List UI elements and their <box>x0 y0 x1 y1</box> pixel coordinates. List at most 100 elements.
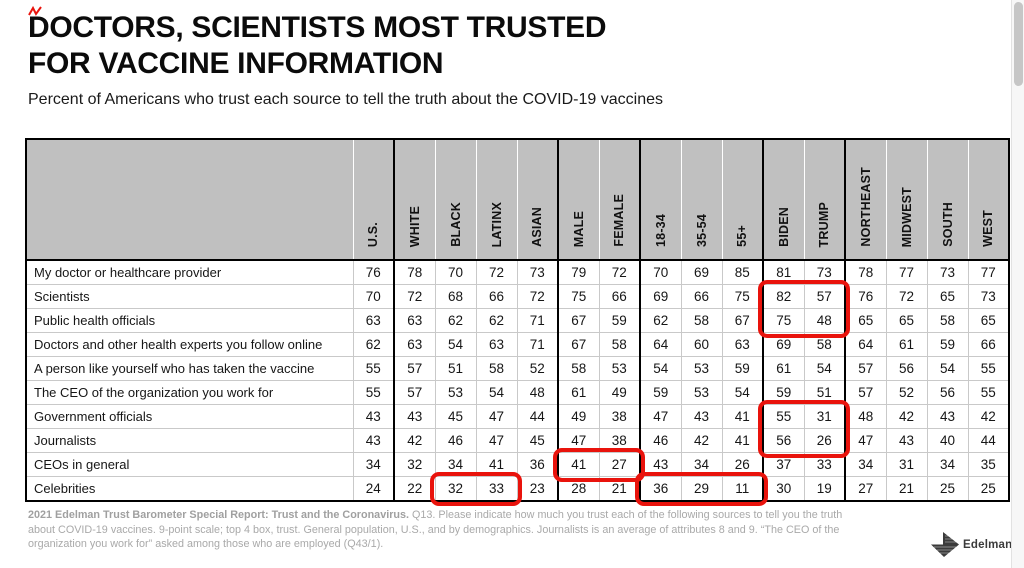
data-cell: 54 <box>926 356 968 381</box>
data-cell: 60 <box>680 332 722 357</box>
column-header-northeast: NORTHEAST <box>844 139 886 261</box>
table-row: My doctor or healthcare provider 76 78 70 72… <box>26 260 1009 285</box>
table-row: Celebrities 24 22 32 33 23 28 21 36 29 11 30 19 27 21 2… <box>26 476 1009 501</box>
data-cell: 53 <box>434 380 476 405</box>
column-header-label: U.S. <box>366 221 381 247</box>
data-cell: 79 <box>557 260 599 285</box>
column-header-label: TRUMP <box>817 201 832 247</box>
data-cell: 43 <box>393 404 435 429</box>
data-cell: 49 <box>557 404 599 429</box>
data-cell: 55 <box>352 380 394 405</box>
data-cell: 55 <box>352 356 394 381</box>
data-cell: 47 <box>844 428 886 453</box>
row-label: A person like yourself who has taken the… <box>26 356 353 381</box>
data-cell: 66 <box>680 284 722 309</box>
table-row: Public health officials 63 63 62 62 71 67 59 62 5… <box>26 308 1009 333</box>
scrollbar-thumb[interactable] <box>1013 2 1023 86</box>
data-cell: 62 <box>475 308 517 333</box>
data-cell: 45 <box>516 428 558 453</box>
data-cell: 48 <box>844 404 886 429</box>
column-header-label: SOUTH <box>940 202 955 247</box>
table-row: Journalists 43 42 46 47 45 47 38 46 42 41 56 26 47 43 4… <box>26 428 1009 453</box>
scrollbar-track[interactable] <box>1011 0 1024 568</box>
data-cell: 54 <box>803 356 845 381</box>
data-cell: 29 <box>680 476 722 501</box>
data-cell: 36 <box>639 476 681 501</box>
trust-table: U.S. WHITE BLACK LATINX ASIAN MALE FEMALE 18-34… <box>25 138 1010 502</box>
data-cell: 11 <box>721 476 763 501</box>
data-cell: 44 <box>967 428 1009 453</box>
column-header-label: WHITE <box>407 205 422 247</box>
data-cell: 75 <box>762 308 804 333</box>
footnote-method-text: Q13. Please indicate how much you trust … <box>28 509 843 551</box>
row-label: The CEO of the organization you work for <box>26 380 353 405</box>
data-cell: 67 <box>721 308 763 333</box>
column-header-35-54: 35-54 <box>680 139 722 261</box>
column-header-female: FEMALE <box>598 139 640 261</box>
table-row: A person like yourself who has taken the… <box>26 356 1009 381</box>
data-cell: 48 <box>803 308 845 333</box>
page-title-line1: DOCTORS, SCIENTISTS MOST TRUSTED <box>28 11 607 44</box>
data-cell: 81 <box>762 260 804 285</box>
trust-table-container: U.S. WHITE BLACK LATINX ASIAN MALE FEMALE 18-34… <box>25 138 1010 506</box>
data-cell: 59 <box>721 356 763 381</box>
data-cell: 43 <box>639 452 681 477</box>
page-subtitle: Percent of Americans who trust each sour… <box>28 91 663 108</box>
data-cell: 66 <box>598 284 640 309</box>
data-cell: 56 <box>885 356 927 381</box>
data-cell: 58 <box>803 332 845 357</box>
data-cell: 54 <box>639 356 681 381</box>
data-cell: 21 <box>885 476 927 501</box>
column-header-male: MALE <box>557 139 599 261</box>
data-cell: 72 <box>516 284 558 309</box>
column-header-south: SOUTH <box>926 139 968 261</box>
data-cell: 59 <box>639 380 681 405</box>
data-cell: 43 <box>352 428 394 453</box>
data-cell: 55 <box>762 404 804 429</box>
data-cell: 57 <box>844 356 886 381</box>
column-header-trump: TRUMP <box>803 139 845 261</box>
data-cell: 24 <box>352 476 394 501</box>
column-header-label: NORTHEAST <box>858 167 873 247</box>
data-cell: 72 <box>885 284 927 309</box>
data-cell: 69 <box>762 332 804 357</box>
data-cell: 58 <box>475 356 517 381</box>
data-cell: 64 <box>639 332 681 357</box>
column-header-biden: BIDEN <box>762 139 804 261</box>
row-label-header <box>26 139 353 261</box>
row-label: CEOs in general <box>26 452 353 477</box>
data-cell: 57 <box>844 380 886 405</box>
table-row: Government officials 43 43 45 47 44 49 38 47 43 41… <box>26 404 1009 429</box>
data-cell: 34 <box>352 452 394 477</box>
data-cell: 52 <box>885 380 927 405</box>
data-cell: 34 <box>844 452 886 477</box>
data-cell: 77 <box>885 260 927 285</box>
column-header-label: BLACK <box>448 202 463 247</box>
data-cell: 71 <box>516 308 558 333</box>
data-cell: 28 <box>557 476 599 501</box>
data-cell: 54 <box>434 332 476 357</box>
data-cell: 26 <box>803 428 845 453</box>
data-cell: 44 <box>516 404 558 429</box>
data-cell: 26 <box>721 452 763 477</box>
row-label: Public health officials <box>26 308 353 333</box>
table-row: Doctors and other health experts you fol… <box>26 332 1009 357</box>
data-cell: 72 <box>475 260 517 285</box>
data-cell: 73 <box>516 260 558 285</box>
data-cell: 56 <box>926 380 968 405</box>
data-cell: 53 <box>680 356 722 381</box>
data-cell: 38 <box>598 428 640 453</box>
data-cell: 78 <box>393 260 435 285</box>
data-cell: 76 <box>844 284 886 309</box>
red-annotation-mark <box>28 6 42 16</box>
edelman-logo-icon <box>931 532 959 557</box>
data-cell: 49 <box>598 380 640 405</box>
data-cell: 46 <box>639 428 681 453</box>
data-cell: 58 <box>557 356 599 381</box>
data-cell: 31 <box>803 404 845 429</box>
data-cell: 47 <box>475 404 517 429</box>
data-cell: 72 <box>393 284 435 309</box>
data-cell: 36 <box>516 452 558 477</box>
column-header-label: LATINX <box>489 201 504 247</box>
